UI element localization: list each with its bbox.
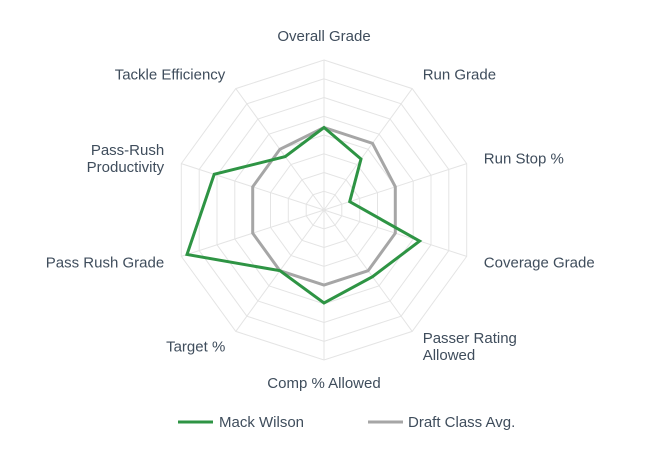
- axis-label-overall-grade: Overall Grade: [277, 28, 370, 45]
- axis-label-comp-allowed: Comp % Allowed: [267, 375, 380, 392]
- axis-label-line: Tackle Efficiency: [115, 67, 226, 84]
- axis-label-line: Overall Grade: [277, 28, 370, 45]
- axis-label-pass-rush-grade: Pass Rush Grade: [46, 254, 164, 271]
- axis-label-line: Comp % Allowed: [267, 375, 380, 392]
- axis-label-line: Coverage Grade: [484, 254, 595, 271]
- axis-label-line: Run Grade: [423, 67, 496, 84]
- axis-label-run-grade: Run Grade: [423, 67, 496, 84]
- radar-grid: [180, 59, 468, 361]
- series-mack-wilson: [185, 125, 423, 305]
- grid-spoke: [323, 88, 413, 211]
- series-draft-class-avg: [251, 125, 397, 287]
- axis-label-tackle-efficiency: Tackle Efficiency: [115, 67, 226, 84]
- axis-label-line: Pass-Rush: [91, 142, 164, 159]
- axis-label-passer-rating-allowed: Passer Rating Allowed: [423, 330, 517, 364]
- axis-label-run-stop: Run Stop %: [484, 151, 564, 168]
- axis-label-line: Allowed: [423, 347, 476, 364]
- legend-label-draft-class-avg: Draft Class Avg.: [408, 414, 515, 431]
- legend-label-mack-wilson: Mack Wilson: [219, 414, 304, 431]
- axis-label-line: Target %: [166, 338, 225, 355]
- axis-label-pass-rush-productivity: Pass-Rush Productivity: [87, 142, 165, 176]
- legend: Mack Wilson Draft Class Avg.: [178, 414, 515, 431]
- axis-label-line: Pass Rush Grade: [46, 254, 164, 271]
- axis-label-line: Run Stop %: [484, 151, 564, 168]
- axis-label-target: Target %: [166, 338, 225, 355]
- axis-label-line: Productivity: [87, 159, 165, 176]
- axis-label-coverage-grade: Coverage Grade: [484, 254, 595, 271]
- series-layer: [185, 125, 423, 305]
- axis-label-line: Passer Rating: [423, 330, 517, 347]
- axis-labels: Overall Grade Run Grade Run Stop % Coverage…: [46, 28, 595, 392]
